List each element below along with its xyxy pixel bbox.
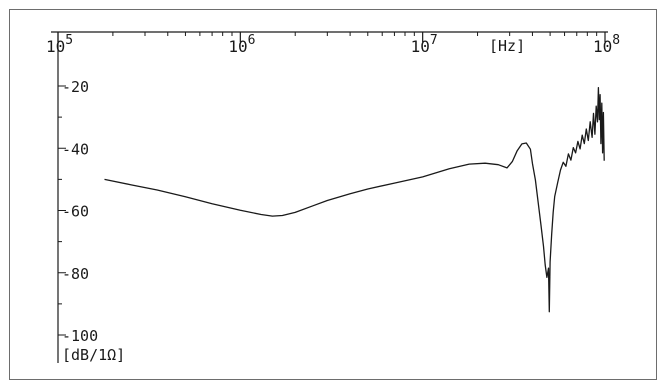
x-axis-unit: [Hz] — [489, 37, 525, 55]
y-ticks: -20 -40 -60 -80 -100 — [58, 78, 98, 345]
y-tick-label: -80 — [62, 265, 89, 283]
y-tick-label: -20 — [62, 78, 89, 96]
y-tick-label: -100 — [62, 327, 98, 345]
y-tick-label: -40 — [62, 140, 89, 158]
series-line — [104, 86, 605, 313]
x-ticks: 105 106 107 108 — [46, 32, 620, 56]
x-tick-label: 106 — [228, 33, 255, 56]
y-axis-unit: [dB/1Ω] — [62, 346, 125, 364]
x-tick-label: 107 — [411, 33, 438, 56]
x-tick-label: 105 — [46, 33, 73, 56]
y-tick-label: -60 — [62, 203, 89, 221]
figure-border — [9, 9, 657, 380]
x-tick-label: 108 — [593, 33, 620, 56]
